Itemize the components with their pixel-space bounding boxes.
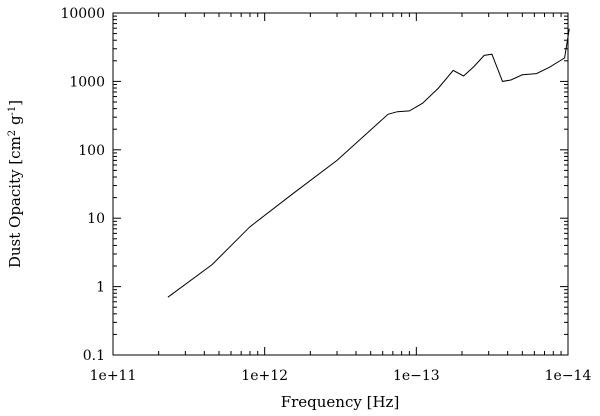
y-tick-label: 1000 [69, 74, 105, 90]
y-axis-title: Dust Opacity [cm2 g-1] [6, 100, 24, 268]
y-axis-title-sup1: 2 [7, 130, 18, 136]
y-axis-title-sup2: -1 [7, 106, 18, 116]
x-axis-title: Frequency [Hz] [281, 393, 400, 411]
axis-ticks [112, 12, 569, 356]
y-tick-label: 0.1 [83, 348, 105, 364]
y-axis-title-mid: g [6, 115, 24, 130]
y-tick-label: 10000 [60, 6, 105, 22]
x-tick-label: 1e−14 [545, 368, 592, 384]
y-tick-label: 1 [96, 280, 105, 296]
y-tick-label: 10 [87, 211, 105, 227]
x-tick-label: 1e+11 [90, 368, 137, 384]
plot-frame [112, 12, 569, 356]
y-axis-title-end: ] [6, 100, 24, 106]
x-tick-label: 1e−13 [393, 368, 440, 384]
tick-labels: 1e+11 1e+12 1e−13 1e−14 0.1 1 10 100 1000 10000 [60, 6, 591, 384]
x-tick-label: 1e+12 [241, 368, 288, 384]
y-tick-label: 100 [78, 143, 105, 159]
series-line [167, 28, 570, 298]
y-axis-title-main: Dust Opacity [cm [6, 136, 24, 268]
